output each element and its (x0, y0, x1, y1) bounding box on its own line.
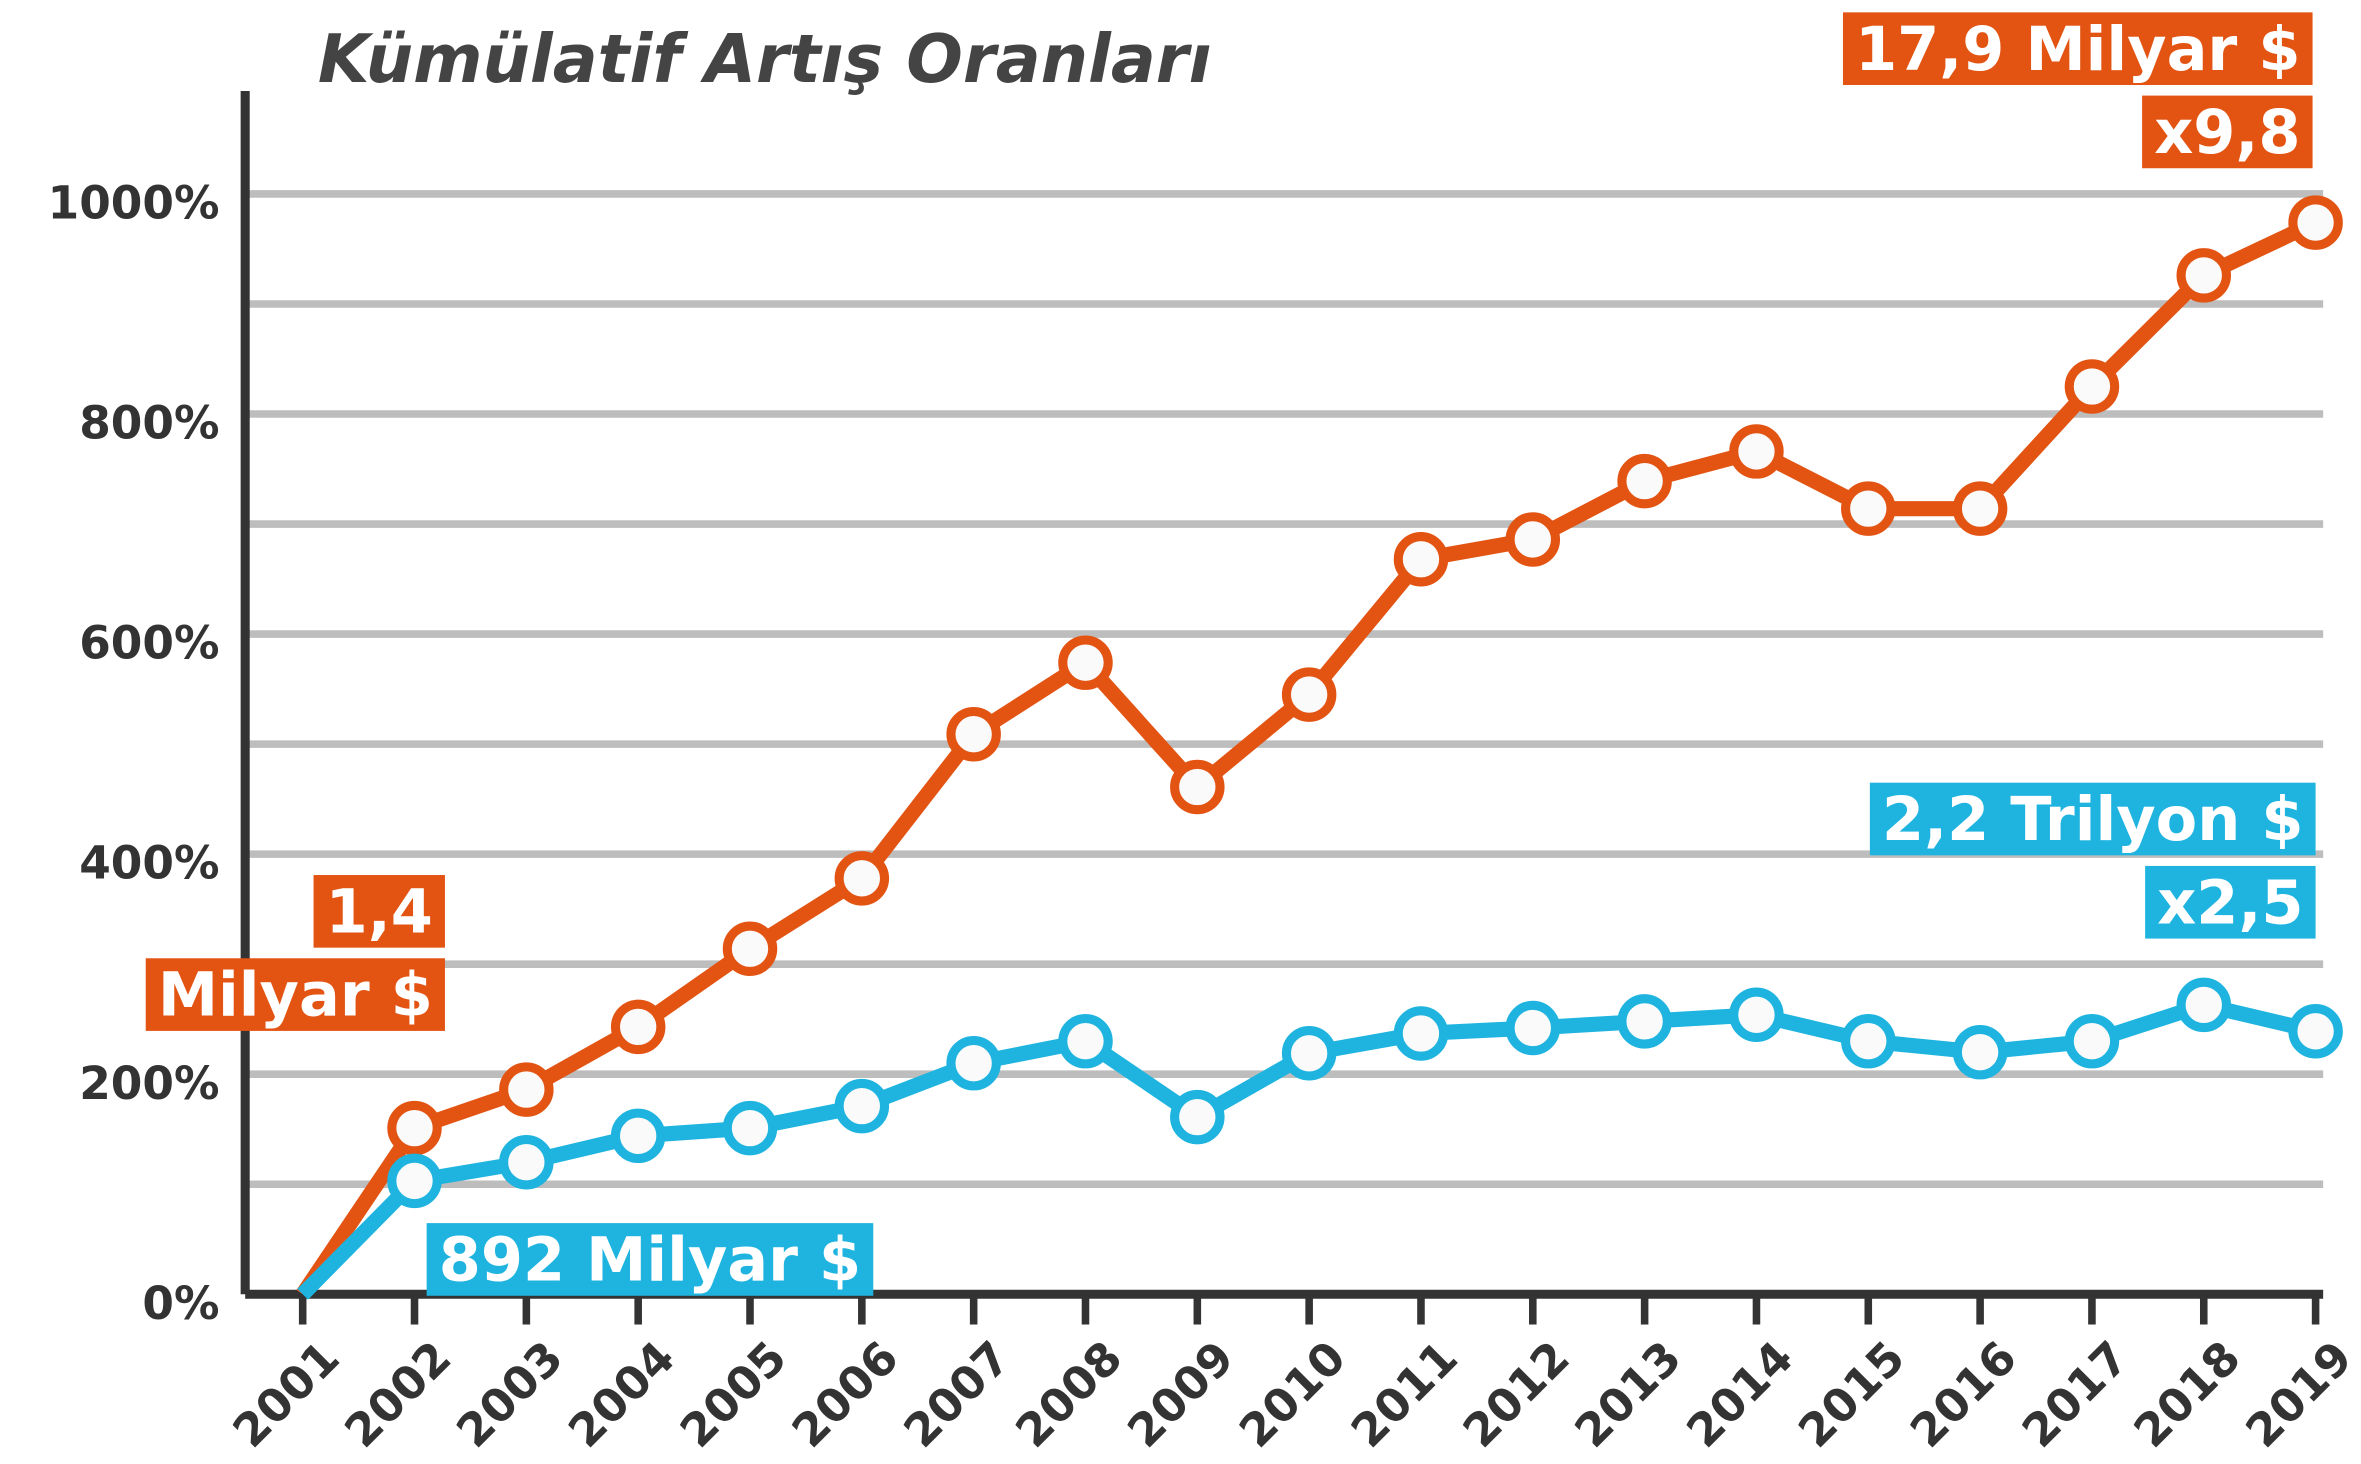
point (1952, 481, 2008, 536)
x-tick-label: 2019 (2236, 1331, 2361, 1458)
point (1058, 635, 1113, 690)
chart-title: Kümülatif Artış Oranları (318, 20, 1212, 98)
point (387, 1100, 442, 1156)
x-tick-label: 2013 (1565, 1331, 1692, 1458)
x-tick-label: 2012 (1453, 1331, 1580, 1458)
point (1729, 987, 1784, 1043)
x-tick-label: 2005 (670, 1331, 797, 1458)
y-tick-label: 0% (142, 1277, 219, 1330)
point (1729, 424, 1784, 479)
x-tick-label: 2016 (1900, 1331, 2027, 1458)
point (610, 999, 666, 1055)
point (2176, 977, 2232, 1033)
x-tick-label: 2006 (782, 1331, 909, 1458)
annotation-box (2142, 95, 2313, 169)
y-tick-label: 600% (79, 617, 219, 670)
x-tick-label: 2007 (894, 1331, 1021, 1458)
x-tick-label: 2004 (558, 1331, 685, 1458)
point (387, 1153, 442, 1209)
point (1841, 1013, 1896, 1069)
x-tick-label: 2018 (2124, 1331, 2251, 1458)
annotation-box (145, 958, 445, 1031)
annotation-text: 17,9 Milyar $ (1855, 15, 2300, 85)
annotation-text: 892 Milyar $ (439, 1226, 861, 1296)
point (722, 1100, 778, 1156)
point (499, 1134, 554, 1190)
annotation-box (313, 875, 445, 948)
point (1393, 1006, 1449, 1061)
point (1841, 481, 1896, 536)
point (1617, 453, 1672, 509)
x-tick-label: 2001 (223, 1331, 350, 1458)
point (1281, 667, 1337, 722)
point (1952, 1024, 2008, 1080)
series-line (296, 215, 2319, 1299)
annotation-text: Milyar $ (158, 961, 433, 1031)
point (946, 706, 1001, 762)
point (834, 1078, 890, 1134)
point (834, 851, 890, 906)
point (1393, 532, 1449, 587)
point (1505, 1000, 1561, 1056)
x-tick-label: 2011 (1341, 1331, 1468, 1458)
point (1170, 1089, 1225, 1145)
point (2064, 1013, 2120, 1069)
annotation-text: 2,2 Trilyon $ (1882, 785, 2304, 855)
annotation-box (2145, 865, 2316, 939)
x-tick-label: 2014 (1677, 1331, 1804, 1458)
annotation-text: x9,8 (2154, 98, 2300, 168)
point (2064, 359, 2120, 414)
annotation-box (1842, 12, 2313, 85)
annotation-box (1869, 782, 2316, 856)
x-tick-label: 2003 (446, 1331, 573, 1458)
x-tick-label: 2017 (2012, 1331, 2139, 1458)
point (946, 1035, 1001, 1091)
point (2288, 195, 2343, 250)
x-tick-label: 2009 (1117, 1331, 1244, 1458)
point (2288, 1004, 2343, 1059)
x-tick-label: 2015 (1788, 1331, 1915, 1458)
y-tick-label: 200% (79, 1057, 219, 1110)
point (1281, 1026, 1337, 1081)
x-tick-label: 2002 (335, 1331, 462, 1458)
y-tick-label: 800% (79, 397, 219, 450)
point (610, 1108, 666, 1164)
y-tick-label: 400% (79, 837, 219, 890)
annotation-text: 1,4 (326, 877, 433, 947)
y-tick-label: 1000% (48, 177, 220, 230)
point (722, 921, 778, 977)
point (499, 1062, 554, 1117)
point (1170, 759, 1225, 815)
annotation-text: x2,5 (2157, 868, 2303, 938)
x-tick-label: 2010 (1229, 1331, 1356, 1458)
point (2176, 248, 2232, 303)
point (1505, 512, 1561, 567)
point (1058, 1013, 1113, 1069)
annotation-box (426, 1223, 874, 1296)
point (1617, 994, 1672, 1049)
x-tick-label: 2008 (1006, 1331, 1133, 1458)
